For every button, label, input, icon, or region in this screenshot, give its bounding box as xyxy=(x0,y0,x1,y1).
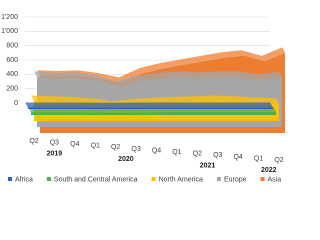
x-tick-label: Q1 xyxy=(254,155,263,162)
legend-swatch xyxy=(46,177,51,181)
x-tick-label: Q4 xyxy=(152,147,161,154)
y-tick-label: 800 xyxy=(6,43,18,50)
legend-label: Africa xyxy=(15,176,33,183)
y-tick-label: 0 xyxy=(14,100,18,107)
y-tick-label: 400 xyxy=(6,71,18,78)
page: {"chart_data": {"type": "area3d", "group… xyxy=(1,13,285,184)
legend-swatch xyxy=(151,177,156,181)
legend-label: Asia xyxy=(268,176,282,183)
x-tick-label: Q3 xyxy=(50,139,59,146)
x-tick-label: Q4 xyxy=(70,141,79,148)
x-tick-label: Q4 xyxy=(233,154,242,161)
y-tick-label: 600 xyxy=(6,57,18,64)
x-tick-label: Q2 xyxy=(111,144,120,151)
x-group-label: 2020 xyxy=(118,156,134,163)
x-tick-label: Q1 xyxy=(91,143,100,150)
x-tick-label: Q3 xyxy=(131,146,140,153)
x-tick-label: Q3 xyxy=(213,152,222,159)
x-tick-label: Q2 xyxy=(29,138,38,145)
area-top xyxy=(34,71,282,87)
area-top xyxy=(37,47,285,83)
legend-label: Europe xyxy=(224,176,247,183)
area-top xyxy=(25,102,273,109)
x-tick-label: Q1 xyxy=(172,149,181,156)
legend-swatch xyxy=(260,177,265,181)
y-tick-label: 200 xyxy=(6,86,18,93)
legend-label: South and Central America xyxy=(54,176,138,183)
area xyxy=(31,111,276,115)
y-tick-label: 1'000 xyxy=(1,28,18,35)
chart: 0 200 400 600 800 1'000 1'200 Q2 Q3 Q4 Q1 Q2 Q3 Q4 Q1 Q… xyxy=(1,14,285,183)
y-tick-label: 1'200 xyxy=(1,14,18,21)
legend-label: North America xyxy=(159,176,203,183)
legend-swatch xyxy=(216,177,221,181)
area-top xyxy=(31,95,279,107)
x-group-label: 2019 xyxy=(47,150,63,157)
x-group-label: 2022 xyxy=(261,167,277,174)
legend-swatch xyxy=(8,177,12,181)
x-group-label: 2021 xyxy=(200,162,216,169)
x-tick-label: Q2 xyxy=(274,157,283,164)
area xyxy=(28,107,273,109)
x-tick-label: Q2 xyxy=(193,151,202,158)
